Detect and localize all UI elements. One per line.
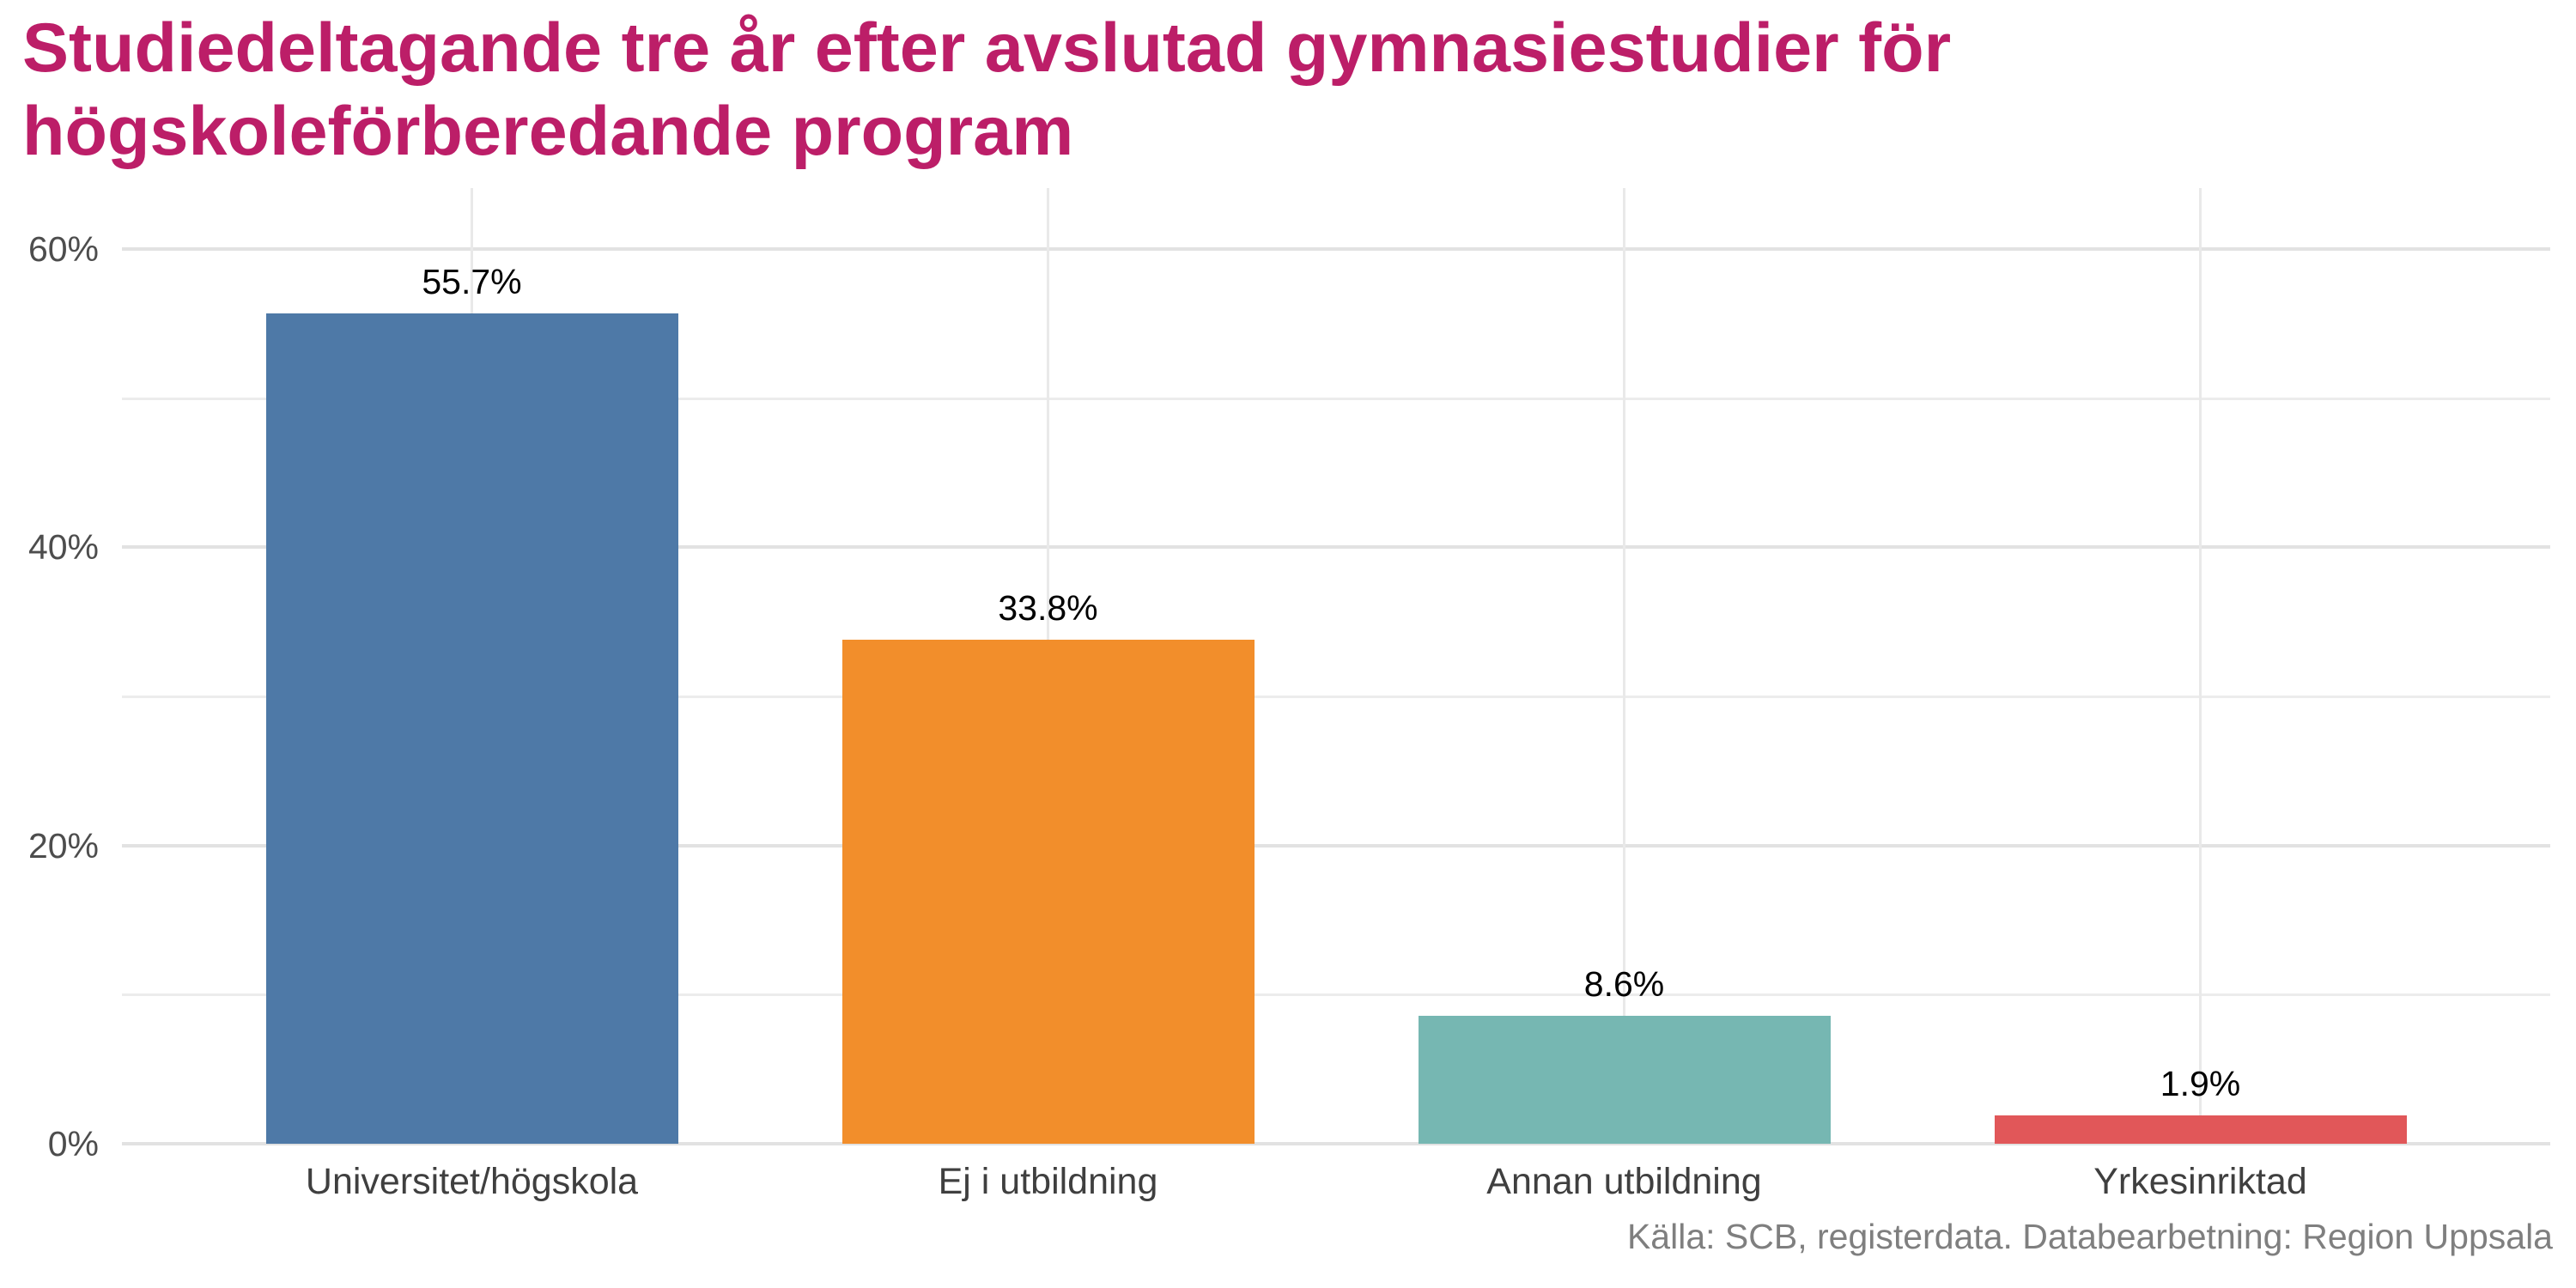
value-label: 8.6% [1583,963,1665,1004]
value-label: 55.7% [422,261,522,301]
bar-Yrkesinriktad [1994,1115,2407,1144]
value-label: 1.9% [2160,1064,2241,1104]
plot-area: 55.7% Universitet/högskola 33.8% Ej i utbil… [122,188,2550,1202]
y-axis-tick-labels: 0% 20% 40% 60% [0,188,99,1163]
vertical-gridline [1623,188,1625,1144]
y-tick-label-40%: 40% [27,527,99,568]
y-tick-label-60%: 60% [27,229,99,270]
x-category-label: Annan utbildning [1486,1161,1762,1202]
x-category-label: Ej i utbildning [938,1161,1158,1202]
gridline-20pct [122,843,2550,848]
category-slot: 8.6% Annan utbildning [1336,188,1912,1202]
gridline-50pct [122,397,2550,400]
y-tick-label-0%: 0% [47,1124,99,1163]
chart-title: Studiedeltagande tre år efter avslutad g… [22,7,1951,173]
gridline-60pct [122,247,2550,252]
y-tick-label-20%: 20% [27,825,99,866]
gridline-0pct [122,1142,2550,1145]
gridline-10pct [122,993,2550,997]
gridline-30pct [122,696,2550,699]
source-caption: Källa: SCB, registerdata. Databearbetnin… [1626,1217,2553,1256]
category-slot: 33.8% Ej i utbildning [760,188,1336,1202]
chart-title-line-1: Studiedeltagande tre år efter avslutad g… [22,9,1952,87]
x-category-label: Yrkesinriktad [2093,1161,2307,1202]
chart-title-line-2: högskoleförberedande program [22,93,1074,170]
bar-Annan utbildning [1418,1015,1831,1144]
category-slot: 55.7% Universitet/högskola [184,188,760,1202]
vertical-gridline [2199,188,2202,1144]
x-category-label: Universitet/högskola [305,1161,639,1202]
bar-Ej i utbildning [841,640,1255,1144]
category-slot: 1.9% Yrkesinriktad [1912,188,2488,1202]
bar-Universitet/högskola [265,313,678,1144]
bars-layer: 55.7% Universitet/högskola 33.8% Ej i utbil… [122,188,2550,1202]
gridline-40pct [122,545,2550,550]
value-label: 33.8% [998,588,1098,629]
